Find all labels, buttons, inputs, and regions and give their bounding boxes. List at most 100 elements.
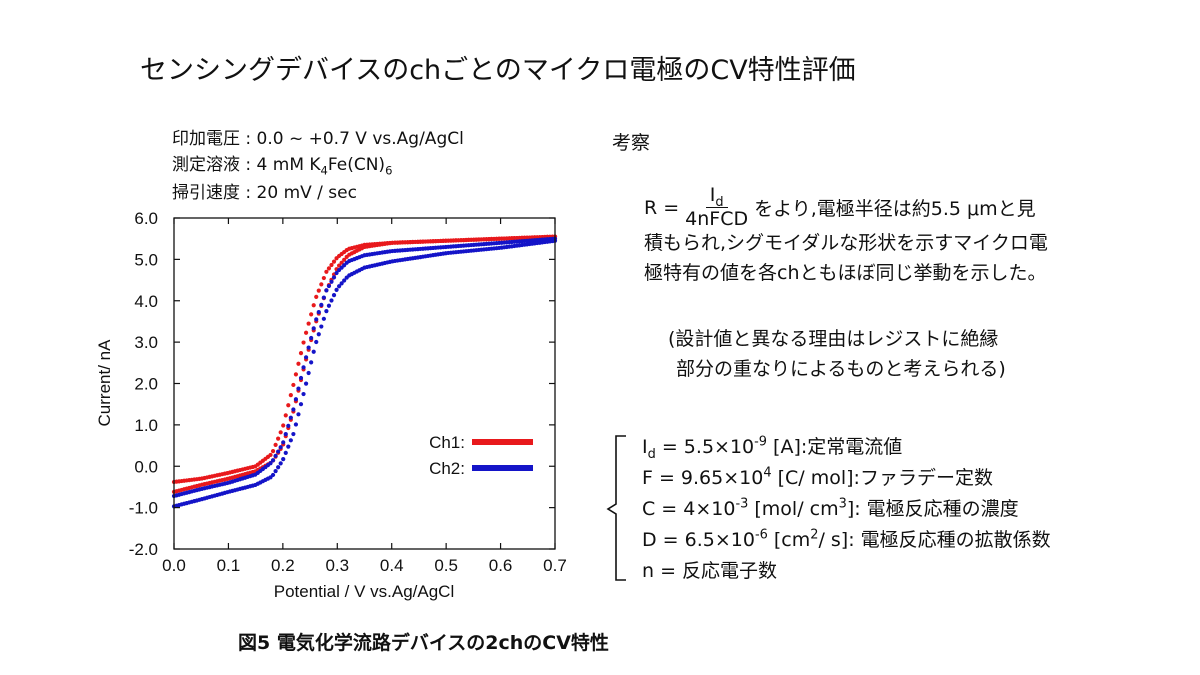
data-point: [273, 453, 278, 459]
data-point: [311, 349, 316, 354]
condition-voltage: 印加電圧 : 0.0 ~ +0.7 V vs.Ag/AgCl: [172, 129, 464, 149]
data-point: [326, 283, 332, 289]
data-point: [309, 360, 314, 365]
condition-scan-rate: 掃引速度 : 20 mV / sec: [172, 183, 357, 203]
x-tick-label: 0.1: [217, 556, 241, 575]
data-point: [298, 375, 304, 381]
data-point: [276, 436, 281, 441]
data-point: [283, 450, 288, 455]
data-point: [296, 361, 301, 366]
condition-solution: 測定溶液 : 4 mM K4Fe(CN)6: [172, 155, 393, 178]
data-point: [316, 332, 321, 337]
data-point: [278, 445, 283, 450]
definition-n: n = 反応電子数: [642, 560, 778, 582]
data-point: [314, 339, 319, 345]
data-point: [286, 403, 291, 408]
x-axis-label: Potential / V vs.Ag/AgCl: [274, 582, 454, 601]
page-title: センシングデバイスのchごとのマイクロ電極のCV特性評価: [140, 55, 856, 86]
data-point: [311, 303, 316, 308]
definition-id: Id = 5.5×10-9 [A]:定常電流値: [642, 434, 903, 462]
data-point: [288, 415, 293, 420]
y-tick-label: 1.0: [134, 416, 158, 435]
x-tick-label: 0.3: [325, 556, 349, 575]
data-point: [319, 282, 324, 287]
data-point: [329, 279, 334, 284]
x-tick-label: 0.5: [434, 556, 458, 575]
data-point: [339, 281, 344, 286]
data-point: [321, 275, 326, 281]
data-point: [281, 440, 286, 445]
y-axis-label: Current/ nA: [95, 339, 114, 427]
fraction-numerator: Id: [705, 186, 728, 209]
y-tick-label: 5.0: [134, 250, 158, 269]
data-point: [337, 284, 342, 289]
fraction-denominator: 4nFCD: [685, 208, 749, 230]
data-point: [329, 298, 334, 303]
data-point: [288, 438, 293, 443]
data-point: [273, 442, 278, 447]
legend-label-ch2: Ch2:: [429, 459, 465, 478]
data-point: [273, 468, 278, 474]
definition-d: D = 6.5×10-6 [cm2/ s]: 電極反応種の拡散係数: [642, 527, 1051, 551]
data-point: [278, 461, 283, 466]
series-2-sweep-2: [171, 238, 558, 509]
data-point: [331, 275, 337, 280]
data-point: [324, 308, 329, 314]
definition-c: C = 4×10-3 [mol/ cm3]: 電極反応種の濃度: [642, 496, 1019, 520]
definition-f: F = 9.65×104 [C/ mol]:ファラデー定数: [642, 465, 993, 489]
data-point: [334, 287, 339, 292]
data-point: [301, 391, 306, 397]
data-point: [276, 449, 281, 454]
data-point: [293, 372, 299, 377]
x-tick-label: 0.2: [271, 556, 295, 575]
series-1-sweep-1: [171, 234, 558, 485]
legend: Ch1: Ch2:: [429, 433, 533, 478]
data-point: [331, 259, 337, 264]
data-point: [303, 381, 309, 386]
data-point: [291, 431, 296, 437]
y-tick-label: -2.0: [129, 540, 158, 559]
data-point: [268, 461, 273, 466]
y-tick-label: 3.0: [134, 333, 158, 352]
figure-caption: 図5 電気化学流路デバイスの2chのCV特性: [238, 632, 609, 654]
cv-chart: 0.0 0.1 0.2 0.3 0.4 0.5 0.6 0.7 6.0 5.0 4.0 3.0 2.0 1…: [95, 209, 567, 601]
y-tick-label: 0.0: [134, 457, 158, 476]
data-point: [270, 458, 276, 463]
data-point: [306, 345, 311, 350]
discussion-heading: 考察: [612, 132, 651, 154]
legend-label-ch1: Ch1:: [429, 433, 465, 452]
data-point: [298, 402, 304, 407]
discussion-line-1-text: をより,電極半径は約5.5 μmと見: [754, 198, 1036, 220]
data-point: [321, 295, 326, 300]
data-point: [270, 449, 276, 454]
data-point: [270, 472, 276, 478]
data-point: [342, 257, 347, 262]
data-point: [298, 351, 304, 356]
data-point: [291, 407, 296, 412]
note-line-2: 部分の重なりによるものと考えられる): [676, 358, 1006, 380]
data-point: [334, 270, 339, 276]
data-point: [319, 324, 324, 329]
data-point: [291, 382, 296, 388]
data-point: [281, 457, 286, 462]
data-point: [339, 260, 344, 265]
y-tick-label: 4.0: [134, 292, 158, 311]
series-layer: [171, 234, 558, 509]
data-point: [306, 370, 311, 376]
series-2-sweep-1: [171, 236, 558, 499]
discussion-line-2: 積もられ,シグモイダルな形状を示すマイクロ電: [644, 232, 1048, 254]
radius-fraction: Id 4nFCD: [685, 186, 748, 229]
note-line-1: (設計値と異なる理由はレジストに絶縁: [668, 328, 999, 350]
data-point: [303, 330, 309, 335]
x-tick-label: 0.4: [380, 556, 404, 575]
data-point: [329, 262, 334, 268]
data-point: [316, 310, 321, 315]
data-point: [283, 413, 288, 418]
data-point: [301, 340, 306, 345]
data-point: [314, 294, 319, 299]
tick-layer: 0.0 0.1 0.2 0.3 0.4 0.5 0.6 0.7 6.0 5.0 4.0 3.0 2.0 1…: [129, 209, 567, 575]
data-point: [309, 312, 314, 317]
data-point: [321, 316, 326, 321]
y-tick-label: 2.0: [134, 375, 158, 394]
data-point: [326, 303, 332, 308]
